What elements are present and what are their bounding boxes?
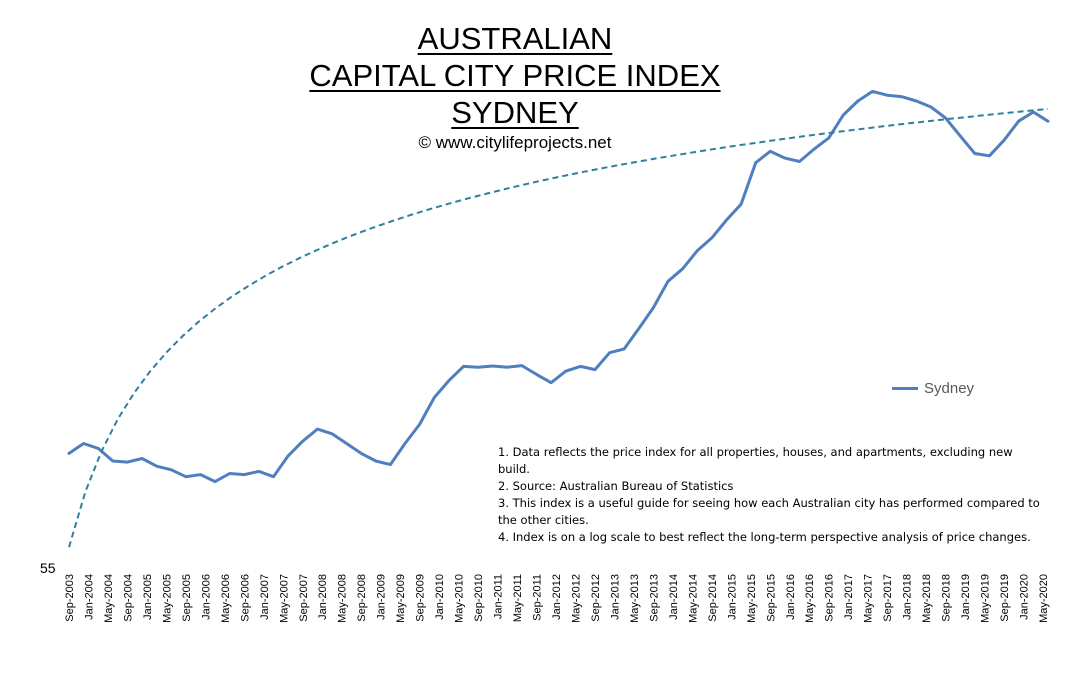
x-tick-label: Jan-2018 [902,574,914,620]
x-tick-label: Jan-2009 [376,574,388,620]
note-3: 3. This index is a useful guide for seei… [498,496,1040,527]
x-tick-label: Jan-2016 [785,574,797,620]
x-tick-label: Sep-2009 [415,574,427,622]
x-tick-label: Sep-2005 [181,574,193,622]
x-tick-label: Jan-2013 [609,574,621,620]
x-tick-label: Sep-2011 [532,574,544,621]
x-tick-label: Sep-2019 [999,574,1011,622]
x-tick-label: Jan-2020 [1019,574,1031,620]
x-tick-label: Jan-2015 [726,574,738,620]
x-tick-label: May-2007 [278,574,290,623]
x-tick-label: Sep-2017 [882,574,894,622]
x-tick-label: Jan-2007 [259,574,271,620]
x-tick-label: Sep-2006 [239,574,251,622]
x-tick-label: Sep-2007 [298,574,310,622]
notes-box: 1. Data reflects the price index for all… [498,444,1043,546]
x-tick-label: Sep-2003 [64,574,76,622]
x-tick-label: May-2016 [804,574,816,623]
x-tick-label: Jan-2011 [493,574,505,619]
x-tick-label: Sep-2008 [356,574,368,622]
x-tick-label: Jan-2006 [200,574,212,620]
x-tick-label: May-2004 [103,574,115,623]
x-tick-label: May-2010 [454,574,466,623]
chart-title: AUSTRALIAN CAPITAL CITY PRICE INDEX SYDN… [0,20,1030,131]
x-tick-label: Jan-2012 [551,574,563,620]
legend-label-sydney: Sydney [924,380,975,397]
x-tick-label: May-2012 [571,574,583,623]
note-1: 1. Data reflects the price index for all… [498,445,1013,476]
legend-swatch-sydney [892,387,918,390]
x-tick-label: Sep-2012 [590,574,602,622]
x-tick-label: May-2018 [921,574,933,623]
x-tick-label: May-2009 [395,574,407,623]
x-tick-label: Jan-2017 [843,574,855,620]
x-tick-label: Sep-2010 [473,574,485,622]
x-tick-label: May-2020 [1038,574,1050,623]
note-4: 4. Index is on a log scale to best refle… [498,530,1031,544]
x-tick-label: May-2005 [161,574,173,623]
x-tick-label: May-2017 [863,574,875,623]
note-2: 2. Source: Australian Bureau of Statisti… [498,479,734,493]
y-tick-label: 55 [40,560,56,576]
legend: Sydney [892,380,974,397]
x-tick-label: May-2011 [512,574,524,622]
x-tick-label: Sep-2015 [765,574,777,622]
x-tick-label: Sep-2013 [648,574,660,622]
x-tick-label: Jan-2010 [434,574,446,620]
x-tick-label: Jan-2004 [84,574,96,620]
series-line-sydney [67,89,1050,484]
x-tick-label: May-2006 [220,574,232,623]
x-tick-label: Sep-2016 [824,574,836,622]
x-tick-label: May-2014 [687,574,699,623]
x-tick-label: Sep-2004 [122,574,134,622]
x-tick-label: May-2013 [629,574,641,623]
x-tick-label: Jan-2005 [142,574,154,620]
title-line-1: AUSTRALIAN [417,21,613,56]
title-line-3: SYDNEY [451,95,579,130]
x-tick-label: May-2019 [980,574,992,623]
x-tick-label: Sep-2014 [707,574,719,622]
x-tick-label: May-2015 [746,574,758,623]
x-tick-label: Jan-2014 [668,574,680,620]
copyright-text: © www.citylifeprojects.net [418,133,612,152]
x-tick-label: Sep-2018 [941,574,953,622]
x-tick-label: Jan-2008 [317,574,329,620]
title-line-2: CAPITAL CITY PRICE INDEX [309,58,721,93]
x-tick-label: May-2008 [337,574,349,623]
x-tick-label: Jan-2019 [960,574,972,620]
